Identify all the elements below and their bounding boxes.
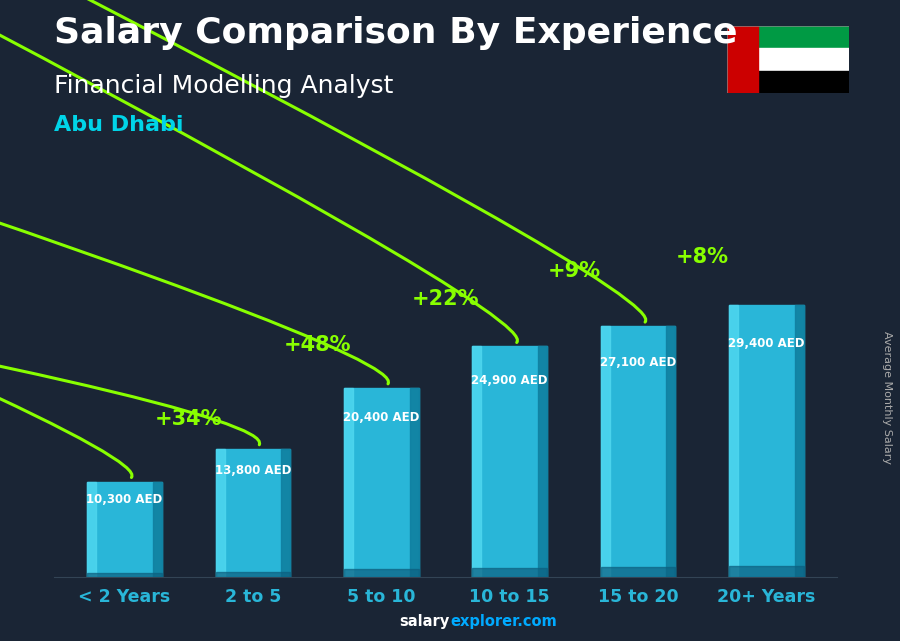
- Bar: [538, 346, 547, 577]
- Text: +48%: +48%: [284, 335, 351, 355]
- Bar: [472, 346, 482, 577]
- Bar: [727, 26, 849, 48]
- Text: Salary Comparison By Experience: Salary Comparison By Experience: [54, 16, 737, 50]
- Bar: [729, 304, 738, 577]
- Text: +9%: +9%: [547, 262, 600, 281]
- Bar: [601, 326, 610, 577]
- Text: Abu Dhabi: Abu Dhabi: [54, 115, 184, 135]
- Text: 20,400 AED: 20,400 AED: [343, 411, 419, 424]
- Text: salary: salary: [400, 615, 450, 629]
- Bar: [87, 481, 96, 577]
- Bar: [216, 449, 290, 577]
- Bar: [344, 388, 418, 577]
- Bar: [472, 346, 547, 577]
- Bar: [727, 48, 849, 71]
- Bar: [729, 566, 804, 577]
- Bar: [281, 449, 290, 577]
- Text: Average Monthly Salary: Average Monthly Salary: [881, 331, 892, 464]
- Bar: [87, 481, 162, 577]
- Bar: [216, 449, 225, 577]
- Bar: [795, 304, 804, 577]
- Bar: [472, 568, 547, 577]
- Bar: [344, 569, 418, 577]
- Bar: [601, 326, 675, 577]
- Text: 29,400 AED: 29,400 AED: [728, 337, 805, 351]
- Bar: [87, 573, 162, 577]
- Bar: [727, 26, 758, 93]
- Text: +8%: +8%: [676, 247, 729, 267]
- Bar: [344, 388, 353, 577]
- Text: +22%: +22%: [412, 289, 480, 309]
- Text: 13,800 AED: 13,800 AED: [215, 465, 291, 478]
- Text: 24,900 AED: 24,900 AED: [472, 374, 548, 387]
- Text: 27,100 AED: 27,100 AED: [600, 356, 676, 369]
- Text: explorer.com: explorer.com: [450, 615, 557, 629]
- Text: 10,300 AED: 10,300 AED: [86, 493, 163, 506]
- Text: +34%: +34%: [155, 410, 222, 429]
- Bar: [729, 304, 804, 577]
- Bar: [216, 572, 290, 577]
- Bar: [727, 71, 849, 93]
- Bar: [153, 481, 162, 577]
- Bar: [666, 326, 675, 577]
- Bar: [601, 567, 675, 577]
- Text: Financial Modelling Analyst: Financial Modelling Analyst: [54, 74, 393, 97]
- Bar: [410, 388, 418, 577]
